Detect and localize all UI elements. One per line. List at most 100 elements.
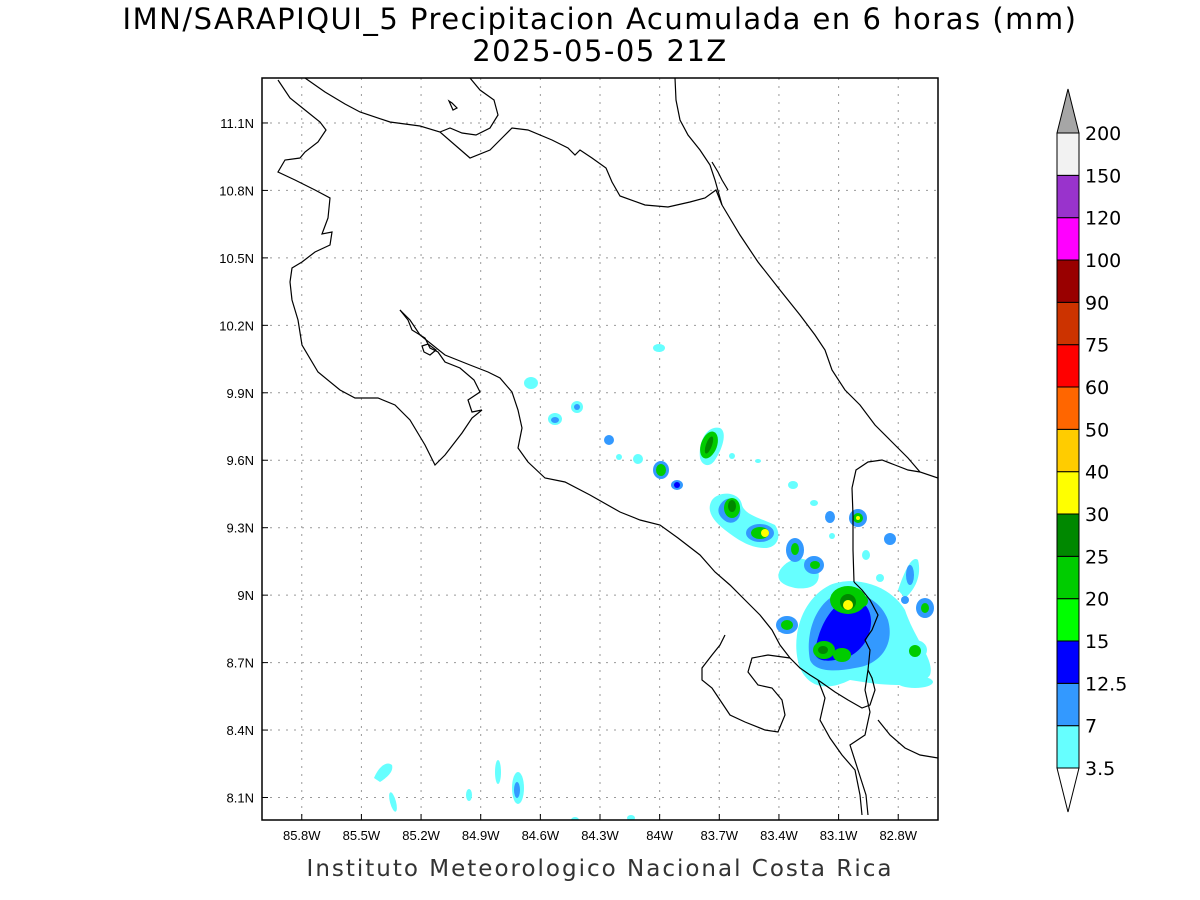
y-tick-label: 8.7N (227, 656, 254, 671)
colorbar-swatch (1056, 301, 1080, 346)
lake-shore (439, 78, 499, 136)
precip-area (909, 645, 921, 657)
colorbar-label: 25 (1085, 546, 1109, 568)
precip-area (788, 481, 798, 489)
precip-area (729, 453, 735, 459)
coastline (399, 309, 819, 681)
colorbar-swatch (1056, 259, 1080, 303)
precip-area (728, 500, 736, 512)
precip-area (704, 436, 714, 454)
coastline (421, 343, 437, 356)
precip-area (674, 482, 680, 488)
colorbar-swatch (1056, 217, 1080, 261)
precip-area (791, 543, 799, 555)
colorbar-swatch (1056, 344, 1080, 388)
map-subtitle-date: 2025-05-05 21Z (472, 34, 728, 68)
y-tick-label: 9.9N (227, 386, 254, 401)
x-tick-label: 84.9W (462, 828, 500, 843)
precip-area (843, 600, 853, 610)
island (447, 99, 459, 111)
colorbar-swatch (1056, 555, 1080, 600)
colorbar-swatch (1056, 428, 1080, 473)
coastline (721, 204, 938, 479)
coastline (877, 719, 938, 759)
colorbar-upper-triangle (1056, 88, 1080, 134)
y-tick-label: 10.2N (219, 318, 254, 333)
y-tick-label: 9N (237, 588, 254, 603)
x-tick-label: 83.4W (760, 828, 798, 843)
precip-area (633, 454, 643, 464)
x-tick-label: 82.8W (879, 828, 917, 843)
precip-area (810, 500, 818, 506)
precip-area (906, 565, 914, 585)
colorbar-swatch (1056, 386, 1080, 430)
y-tick-label: 10.8N (219, 183, 254, 198)
colorbar-label: 30 (1085, 504, 1109, 526)
precip-area (653, 344, 665, 352)
precip-area (604, 435, 614, 445)
coastline (701, 634, 791, 733)
colorbar-label: 75 (1085, 335, 1109, 357)
colorbar-lower-triangle (1056, 767, 1080, 813)
precip-area (524, 377, 538, 389)
precip-area (921, 603, 929, 613)
lake-shore (304, 78, 723, 208)
y-tick-label: 8.1N (227, 791, 254, 806)
colorbar-swatch (1056, 174, 1080, 219)
precip-area (616, 454, 622, 460)
colorbar-swatch (1056, 471, 1080, 515)
x-tick-label: 83.1W (820, 828, 858, 843)
precip-area (514, 782, 520, 798)
colorbar-swatch (1056, 132, 1080, 176)
map-title: IMN/SARAPIQUI_5 Precipitacion Acumulada … (122, 2, 1078, 36)
precip-area (495, 760, 501, 784)
coastline (853, 581, 879, 671)
border (851, 487, 855, 583)
precip-area (551, 417, 559, 423)
colorbar-label: 50 (1085, 419, 1109, 441)
precip-area (389, 792, 397, 812)
y-tick-label: 8.4N (227, 723, 254, 738)
precip-area (574, 404, 580, 410)
colorbar: 3.5 7 12.5 15 20 25 30 40 50 60 75 90 100 120 150 200 (1056, 88, 1127, 813)
precip-area (781, 620, 793, 630)
colorbar-label: 40 (1085, 462, 1109, 484)
x-tick-label: 84.6W (522, 828, 560, 843)
colorbar-swatch (1056, 682, 1080, 727)
precip-area (862, 550, 870, 560)
map-frame (261, 77, 939, 821)
x-tick-label: 85.5W (343, 828, 381, 843)
colorbar-label: 90 (1085, 292, 1109, 314)
colorbar-swatch (1056, 513, 1080, 557)
precip-area (901, 596, 909, 604)
colorbar-label: 60 (1085, 377, 1109, 399)
coastline-layer (277, 78, 938, 816)
coastline (674, 78, 723, 206)
coastline (849, 669, 871, 816)
precip-area (466, 789, 472, 801)
y-tick-label: 11.1N (220, 116, 254, 131)
colorbar-label: 3.5 (1085, 758, 1115, 780)
precip-area (833, 648, 851, 662)
y-tick-label: 9.6N (227, 453, 254, 468)
precip-area (761, 529, 769, 537)
x-axis-ticks: 85.8W 85.5W 85.2W 84.9W 84.6W 84.3W 84W 83.7W 83… (283, 814, 918, 843)
precip-area (856, 595, 868, 607)
footer-credit: Instituto Meteorologico Nacional Costa R… (306, 856, 894, 882)
colorbar-label: 12.5 (1085, 673, 1127, 695)
x-tick-label: 85.8W (283, 828, 321, 843)
x-tick-label: 84W (646, 828, 673, 843)
coastline (399, 309, 483, 413)
colorbar-swatch (1056, 640, 1080, 684)
precip-area (810, 561, 820, 569)
precip-area (829, 533, 835, 539)
coastline (277, 79, 483, 467)
precip-area (818, 646, 828, 654)
colorbar-swatch (1056, 725, 1080, 769)
colorbar-label: 200 (1085, 123, 1121, 145)
coastline (817, 669, 876, 709)
colorbar-label: 15 (1085, 631, 1109, 653)
colorbar-label: 120 (1085, 208, 1121, 230)
y-tick-label: 10.5N (219, 251, 254, 266)
colorbar-label: 7 (1085, 716, 1097, 738)
